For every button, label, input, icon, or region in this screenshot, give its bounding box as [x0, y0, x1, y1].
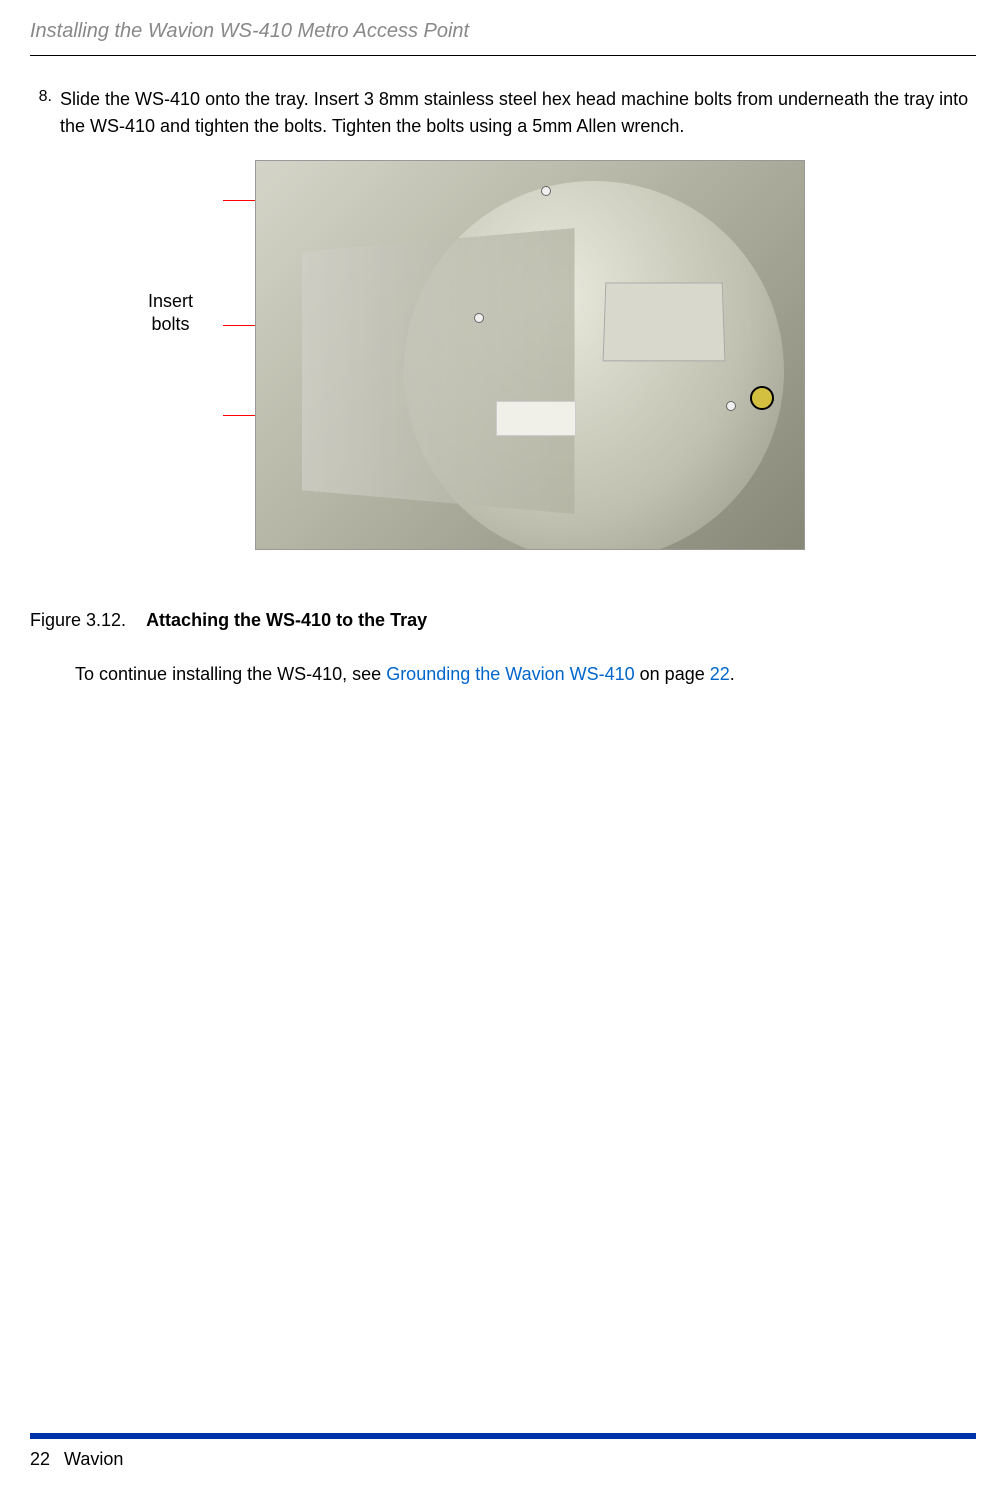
yellow-connector	[750, 386, 774, 410]
page-footer: 22 Wavion	[0, 1433, 1006, 1470]
continue-mid: on page	[635, 664, 710, 684]
device-label	[496, 401, 576, 436]
page-link[interactable]: 22	[710, 664, 730, 684]
continue-text: To continue installing the WS-410, see G…	[75, 661, 976, 688]
mounting-bracket	[302, 228, 575, 514]
footer-brand: Wavion	[64, 1449, 123, 1469]
bolt-point-1	[541, 186, 551, 196]
figure-caption-row: Figure 3.12. Attaching the WS-410 to the…	[30, 610, 976, 631]
step-8: 8. Slide the WS-410 onto the tray. Inser…	[30, 86, 976, 140]
figure-caption: Attaching the WS-410 to the Tray	[146, 610, 427, 631]
grounding-link[interactable]: Grounding the Wavion WS-410	[386, 664, 634, 684]
header-title: Installing the Wavion WS-410 Metro Acces…	[30, 20, 976, 43]
figure-image	[255, 160, 805, 550]
side-panel	[603, 282, 726, 361]
annotation-line2: bolts	[152, 314, 190, 334]
figure-container: Insert bolts	[30, 160, 976, 580]
bolt-point-2	[474, 313, 484, 323]
footer-text: 22 Wavion	[30, 1449, 976, 1470]
continue-suffix: .	[730, 664, 735, 684]
bolt-point-3	[726, 401, 736, 411]
page-content: 8. Slide the WS-410 onto the tray. Inser…	[0, 56, 1006, 688]
annotation-line1: Insert	[148, 291, 193, 311]
step-text: Slide the WS-410 onto the tray. Insert 3…	[60, 86, 976, 140]
step-number: 8.	[30, 86, 60, 140]
footer-bar	[30, 1433, 976, 1439]
page-number: 22	[30, 1449, 50, 1469]
annotation-insert-bolts: Insert bolts	[148, 290, 193, 337]
page-header: Installing the Wavion WS-410 Metro Acces…	[0, 0, 1006, 56]
continue-prefix: To continue installing the WS-410, see	[75, 664, 386, 684]
figure-label: Figure 3.12.	[30, 610, 126, 631]
